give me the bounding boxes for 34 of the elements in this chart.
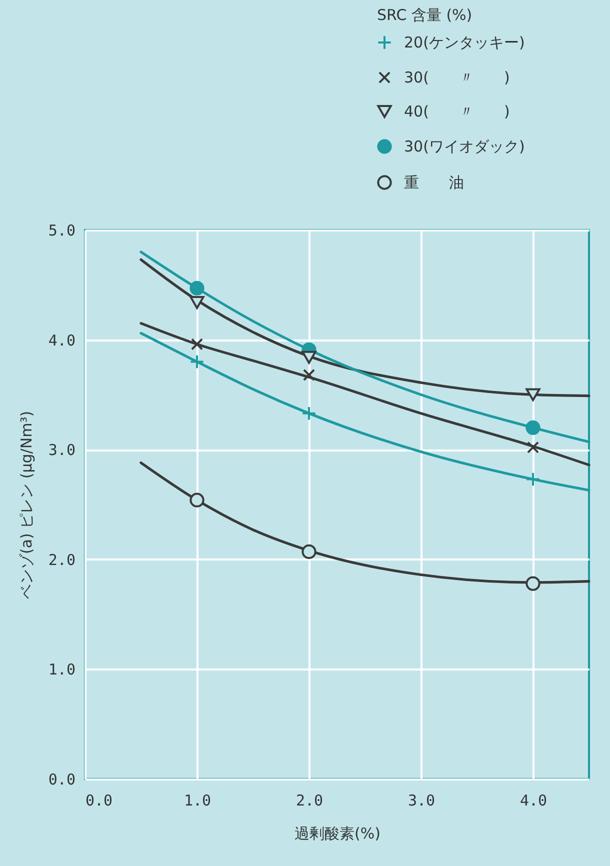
y-tick-label: 0.0 (48, 770, 76, 788)
legend-label: 40( 〃 ) (404, 102, 510, 120)
point (526, 441, 540, 454)
point (302, 406, 316, 421)
point (190, 296, 204, 309)
legend-label: 20(ケンタッキー) (404, 34, 525, 52)
point (526, 576, 540, 591)
legend-label: 30( 〃 ) (404, 68, 510, 86)
legend-label: 重 油 (404, 174, 464, 192)
x-tick-label: 3.0 (408, 792, 436, 810)
x-axis-title: 過剰酸素(%) (294, 824, 380, 842)
legend-label: 30(ワイオダック) (404, 138, 525, 156)
point (190, 280, 204, 296)
y-axis-title: ベンゾ(a) ピレン (μg/Nm³) (17, 410, 36, 600)
y-tick-label: 1.0 (48, 660, 76, 679)
x-tick-label: 2.0 (296, 792, 324, 810)
point (302, 544, 316, 560)
y-tick-label: 4.0 (48, 331, 76, 350)
legend-title: SRC 含量 (%) (377, 6, 472, 24)
line-series (140, 322, 590, 466)
point (526, 388, 540, 402)
point (526, 420, 540, 435)
point (190, 338, 204, 350)
x-tick-label: 1.0 (184, 792, 212, 810)
point (302, 368, 316, 381)
point (190, 492, 204, 508)
point (302, 350, 316, 364)
y-tick-label: 5.0 (48, 222, 76, 240)
x-tick-label: 4.0 (520, 792, 548, 810)
y-tick-label: 2.0 (48, 550, 76, 569)
x-tick-label: 0.0 (86, 792, 113, 810)
point (526, 472, 540, 487)
y-tick-label: 3.0 (48, 441, 76, 460)
point (190, 354, 204, 370)
